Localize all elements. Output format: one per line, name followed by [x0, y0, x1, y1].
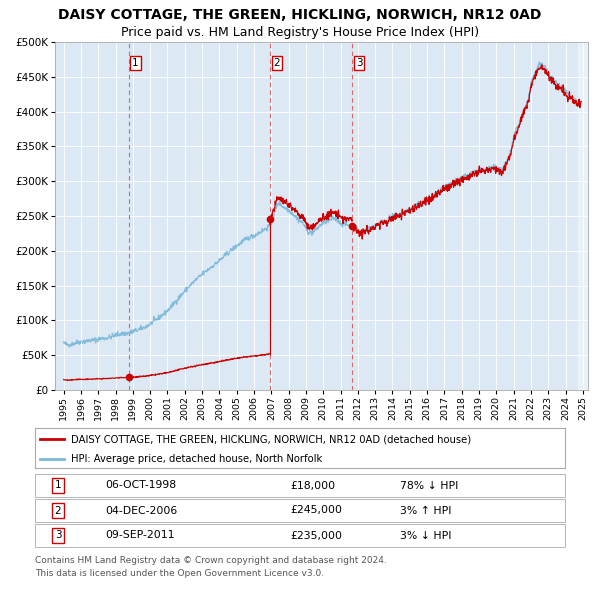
Text: 3% ↑ HPI: 3% ↑ HPI [400, 506, 452, 516]
Text: This data is licensed under the Open Government Licence v3.0.: This data is licensed under the Open Gov… [35, 569, 324, 578]
Text: £235,000: £235,000 [290, 530, 342, 540]
Text: 3: 3 [55, 530, 61, 540]
Text: £245,000: £245,000 [290, 506, 342, 516]
Text: 06-OCT-1998: 06-OCT-1998 [105, 480, 176, 490]
Text: 09-SEP-2011: 09-SEP-2011 [105, 530, 175, 540]
Text: 2: 2 [55, 506, 61, 516]
Text: DAISY COTTAGE, THE GREEN, HICKLING, NORWICH, NR12 0AD: DAISY COTTAGE, THE GREEN, HICKLING, NORW… [58, 8, 542, 22]
Text: 3% ↓ HPI: 3% ↓ HPI [400, 530, 452, 540]
Text: HPI: Average price, detached house, North Norfolk: HPI: Average price, detached house, Nort… [71, 454, 322, 464]
Text: 04-DEC-2006: 04-DEC-2006 [105, 506, 177, 516]
Text: 3: 3 [356, 58, 362, 68]
Text: 1: 1 [55, 480, 61, 490]
Text: Price paid vs. HM Land Registry's House Price Index (HPI): Price paid vs. HM Land Registry's House … [121, 26, 479, 39]
Text: DAISY COTTAGE, THE GREEN, HICKLING, NORWICH, NR12 0AD (detached house): DAISY COTTAGE, THE GREEN, HICKLING, NORW… [71, 434, 471, 444]
Text: 1: 1 [132, 58, 139, 68]
Text: £18,000: £18,000 [290, 480, 335, 490]
Text: 78% ↓ HPI: 78% ↓ HPI [400, 480, 458, 490]
Text: 2: 2 [274, 58, 280, 68]
Text: Contains HM Land Registry data © Crown copyright and database right 2024.: Contains HM Land Registry data © Crown c… [35, 556, 387, 565]
